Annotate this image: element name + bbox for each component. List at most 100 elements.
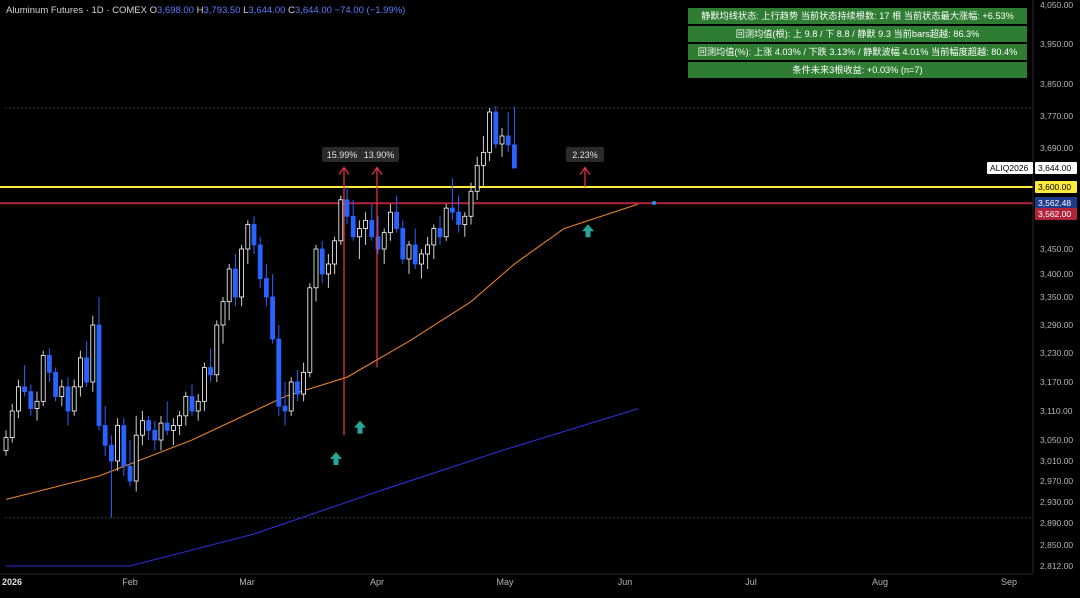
candle[interactable] [115, 418, 120, 471]
candle[interactable] [127, 440, 133, 487]
candle[interactable] [356, 220, 362, 259]
candle[interactable] [9, 403, 15, 443]
candle[interactable] [226, 264, 232, 321]
percent-label-bg [566, 147, 604, 162]
candle[interactable] [493, 106, 499, 148]
candle[interactable] [208, 348, 214, 382]
x-tick-label: Jun [618, 577, 633, 587]
candle[interactable] [84, 341, 89, 387]
current-price-tag[interactable]: 3,562.48 [1035, 197, 1077, 209]
candle[interactable] [418, 249, 424, 279]
candle[interactable] [146, 415, 152, 440]
candle[interactable] [400, 220, 406, 264]
candle[interactable] [350, 199, 356, 241]
candle[interactable] [139, 411, 145, 446]
y-tick-label: 3,450.00 [1040, 244, 1073, 254]
candle-body [146, 420, 152, 431]
candle[interactable] [109, 435, 114, 518]
candle[interactable] [270, 274, 276, 344]
candle[interactable] [239, 244, 245, 307]
candle[interactable] [90, 315, 96, 392]
candle[interactable] [96, 297, 102, 431]
candle[interactable] [462, 212, 468, 237]
candle[interactable] [53, 367, 58, 402]
candle[interactable] [338, 195, 344, 245]
candle[interactable] [28, 384, 34, 416]
candle[interactable] [102, 406, 108, 456]
candle[interactable] [344, 187, 350, 225]
candle[interactable] [276, 325, 282, 416]
candle[interactable] [22, 365, 28, 397]
candle[interactable] [133, 415, 139, 492]
candle[interactable] [189, 384, 195, 416]
candle[interactable] [214, 320, 220, 382]
candle[interactable] [512, 106, 517, 169]
candle[interactable] [232, 254, 238, 307]
candle[interactable] [15, 379, 21, 419]
candle[interactable] [47, 348, 52, 382]
candle[interactable] [71, 379, 77, 416]
candle[interactable] [195, 394, 201, 421]
candle[interactable] [381, 228, 387, 264]
candle[interactable] [121, 418, 127, 476]
target-annotation-2 [371, 166, 383, 368]
candle[interactable] [412, 228, 418, 269]
candle[interactable] [387, 204, 393, 241]
candle[interactable] [425, 236, 431, 269]
candle[interactable] [282, 382, 288, 426]
red-level-tag[interactable]: 3,562.00 [1035, 208, 1077, 220]
candle[interactable] [3, 430, 9, 456]
candle[interactable] [449, 178, 455, 221]
candle[interactable] [177, 411, 183, 436]
candle[interactable] [431, 224, 437, 259]
candle[interactable] [183, 391, 189, 426]
candle[interactable] [474, 156, 480, 200]
candle[interactable] [201, 362, 207, 411]
candle[interactable] [220, 297, 226, 344]
candle-body [512, 144, 517, 169]
candle[interactable] [468, 182, 474, 225]
candle[interactable] [332, 236, 338, 274]
symbol-title[interactable]: Aluminum Futures · 1D · COMEX [6, 5, 147, 16]
candle[interactable] [164, 401, 170, 436]
candle[interactable] [307, 283, 313, 378]
candle[interactable] [437, 216, 443, 245]
candle[interactable] [288, 377, 294, 416]
candle[interactable] [65, 377, 71, 426]
candle[interactable] [505, 112, 511, 153]
candle[interactable] [394, 195, 400, 233]
candle[interactable] [369, 204, 375, 241]
candle[interactable] [301, 362, 307, 402]
candle[interactable] [257, 236, 263, 288]
candle[interactable] [34, 391, 40, 421]
last-price-dot [652, 201, 656, 205]
price-tag-bg [1035, 181, 1077, 193]
candle[interactable] [406, 240, 412, 274]
candle-body [195, 400, 201, 412]
candle[interactable] [499, 128, 505, 157]
candle-body [375, 236, 381, 250]
candle[interactable] [325, 254, 331, 288]
candle[interactable] [40, 350, 46, 407]
candle[interactable] [456, 195, 462, 233]
candle[interactable] [480, 136, 486, 187]
candle[interactable] [313, 244, 319, 302]
last-price-tag[interactable]: 3,644.00 ALIQ2026 [987, 162, 1077, 174]
candle[interactable] [487, 108, 493, 162]
candle[interactable] [78, 350, 83, 397]
candle[interactable] [59, 379, 65, 407]
candle[interactable] [294, 369, 300, 402]
candle[interactable] [363, 212, 369, 245]
candle[interactable] [245, 220, 251, 264]
candle[interactable] [263, 264, 269, 307]
candle[interactable] [170, 418, 176, 446]
candle[interactable] [152, 420, 158, 451]
yellow-level-tag[interactable]: 3,600.00 [1035, 181, 1077, 193]
candle[interactable] [319, 240, 325, 284]
candle[interactable] [251, 216, 257, 254]
candle[interactable] [158, 415, 164, 451]
candle[interactable] [375, 216, 381, 254]
candle[interactable] [443, 204, 449, 241]
